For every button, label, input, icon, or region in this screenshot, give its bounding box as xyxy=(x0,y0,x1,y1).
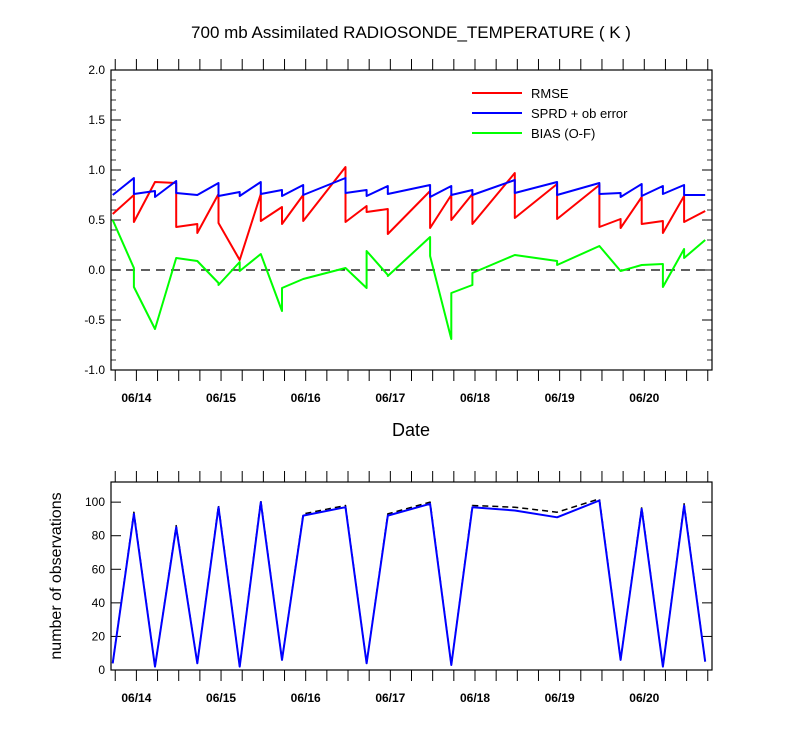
y-tick-label: 60 xyxy=(92,562,106,576)
y-tick-label: 0.0 xyxy=(88,263,105,277)
x-tick-label: 06/17 xyxy=(375,391,405,405)
y-tick-label: 0.5 xyxy=(88,213,105,227)
x-tick-label: 06/20 xyxy=(629,391,659,405)
y-tick-label: 2.0 xyxy=(88,63,105,77)
legend: RMSE SPRD + ob error BIAS (O-F) xyxy=(472,86,628,141)
x-tick-label: 06/17 xyxy=(375,691,405,705)
obs-panel-series xyxy=(111,498,707,668)
x-tick-label: 06/15 xyxy=(206,691,236,705)
series-line-possible xyxy=(111,498,706,668)
y-tick-label: -0.5 xyxy=(84,313,105,327)
x-tick-label: 06/15 xyxy=(206,391,236,405)
y-axis-label-observations: number of observations xyxy=(48,492,65,659)
legend-label: BIAS (O-F) xyxy=(531,126,595,141)
obs-count-panel: 0 20 40 60 80 100 06/14 06/15 06/16 06/17 06/18 06/… xyxy=(85,471,713,705)
x-tick-label: 06/14 xyxy=(121,691,151,705)
y-tick-label: 40 xyxy=(92,596,106,610)
series-line-sprd-ob-error xyxy=(112,177,706,198)
x-tick-label: 06/14 xyxy=(121,391,151,405)
y-tick-label: 1.5 xyxy=(88,113,105,127)
x-tick-label: 06/19 xyxy=(545,691,575,705)
y-tick-label: 80 xyxy=(92,529,106,543)
series-line-rmse xyxy=(112,166,706,261)
y-tick-label: 0 xyxy=(98,663,105,677)
x-tick-label: 06/18 xyxy=(460,691,490,705)
stats-panel-ticks: -1.0 -0.5 0.0 0.5 1.0 1.5 2.0 06/14 06/15 06/16 06… xyxy=(84,59,712,405)
y-tick-label: 100 xyxy=(85,495,105,509)
x-axis-label: Date xyxy=(392,420,430,440)
series-line-bias-o-f xyxy=(111,219,706,340)
chart-title: 700 mb Assimilated RADIOSONDE_TEMPERATUR… xyxy=(191,23,631,42)
y-tick-label: 20 xyxy=(92,629,106,643)
series-line-used xyxy=(111,499,707,668)
obs-panel-frame xyxy=(110,481,713,671)
y-tick-label: -1.0 xyxy=(84,363,105,377)
x-tick-label: 06/18 xyxy=(460,391,490,405)
legend-label: SPRD + ob error xyxy=(531,106,628,121)
y-tick-label: 1.0 xyxy=(88,163,105,177)
legend-label: RMSE xyxy=(531,86,569,101)
x-tick-label: 06/16 xyxy=(291,391,321,405)
stats-panel-series xyxy=(111,166,712,340)
x-tick-label: 06/19 xyxy=(545,391,575,405)
stats-panel: -1.0 -0.5 0.0 0.5 1.0 1.5 2.0 06/14 06/15 06/16 06… xyxy=(84,59,713,405)
stats-panel-frame xyxy=(110,69,713,371)
x-tick-label: 06/20 xyxy=(629,691,659,705)
x-tick-label: 06/16 xyxy=(291,691,321,705)
